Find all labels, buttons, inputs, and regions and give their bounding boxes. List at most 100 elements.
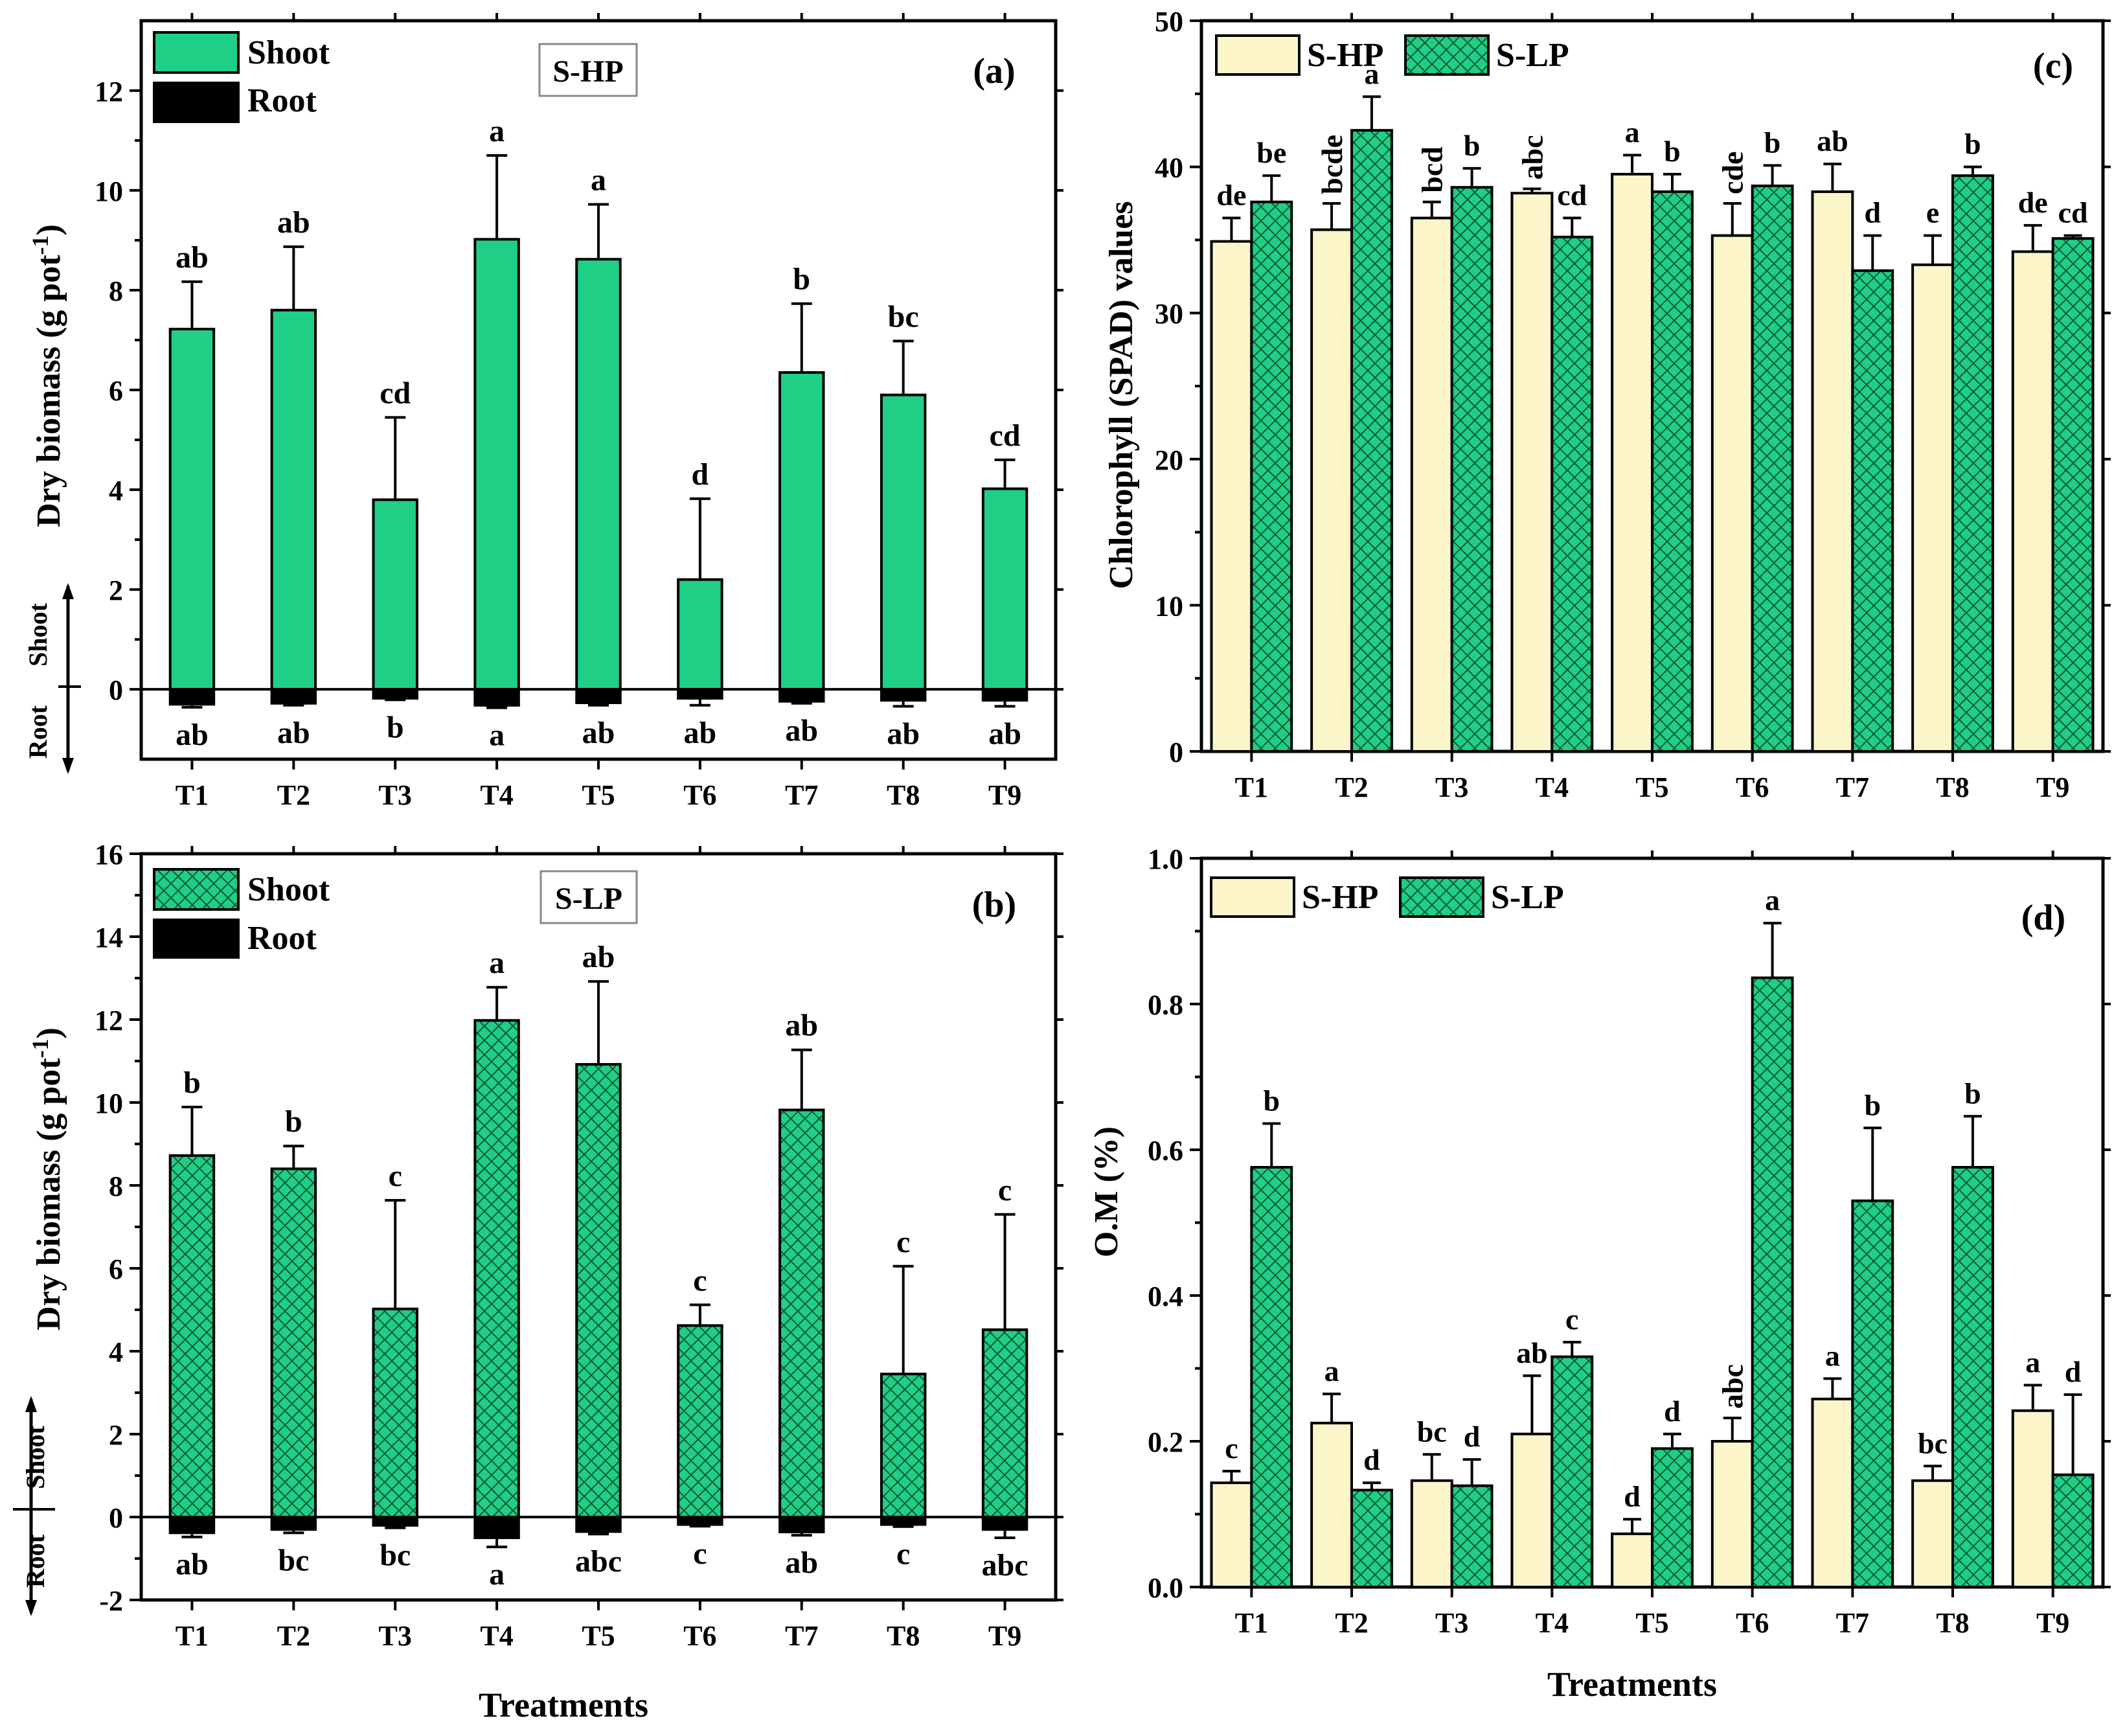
panel-b-y-tick-label: 2 <box>109 1419 123 1451</box>
panel-a-bar-root-t5 <box>575 688 622 704</box>
panel-c-y-tick-label: 0 <box>1169 737 1183 768</box>
panel-c-y-tick-label: 20 <box>1155 444 1183 476</box>
panel-a-significance-letter: ab <box>785 714 818 748</box>
panel-d-organic-matter: 0.00.20.40.60.81.0T1 T2 T3 T4 T5 T6 T7 T8 T9cabc… <box>1088 843 2111 1704</box>
panel-b-box-label: S-LP <box>555 882 622 916</box>
panel-d-legend-label-slp: S-LP <box>1491 879 1564 916</box>
panel-c-y-tick-label: 40 <box>1155 152 1183 184</box>
panel-c-bar-s-lp-t8 <box>1951 174 1994 753</box>
panel-d-y-axis-title: O.M (%) <box>1088 1126 1125 1257</box>
panel-b-significance-letter: c <box>389 1159 402 1193</box>
panel-c-bar-s-hp-t2 <box>1310 228 1353 753</box>
panel-b-direction-indicator: Shoot Root <box>13 1396 55 1616</box>
panel-a-y-tick-label: 12 <box>95 76 123 108</box>
panel-a-bar-shoot-t2 <box>270 308 317 691</box>
panel-a-significance-letter: ab <box>988 716 1021 751</box>
panel-a-bar-shoot-t4 <box>473 238 520 691</box>
panel-d-legend-swatch-slp <box>1399 876 1484 918</box>
panel-a-legend-label-root: Root <box>247 82 317 119</box>
panel-a-bar-shoot-t8 <box>880 393 927 691</box>
panel-a-bar-shoot-t3 <box>372 498 418 691</box>
panel-d-x-tick-label: T8 <box>1936 1607 1969 1639</box>
panel-d-significance-letter: d <box>1624 1479 1641 1513</box>
panel-b-down-arrow-icon <box>25 1600 37 1616</box>
panel-b-x-tick-label: T9 <box>988 1620 1021 1652</box>
panel-d-significance-letter: d <box>1664 1395 1681 1428</box>
panel-b-legend-label-root: Root <box>247 920 317 957</box>
panel-b-bar-root-t1 <box>168 1516 216 1535</box>
panel-d-significance-letter: bc <box>1918 1426 1948 1459</box>
panel-b-bar-shoot-t5 <box>575 1063 622 1518</box>
panel-c-y-tick-label: 10 <box>1155 590 1183 622</box>
panel-a-label: (a) <box>973 51 1015 91</box>
panel-a-x-tick-label: T7 <box>785 779 818 811</box>
panel-b-legend-label-shoot: Shoot <box>247 871 330 908</box>
panel-c-x-tick-label: T9 <box>2036 771 2069 803</box>
panel-d-y-tick-label: 1.0 <box>1148 843 1183 875</box>
panel-b-significance-letter: bc <box>278 1543 309 1577</box>
panel-b-y-axis-title-close: ) <box>30 1027 67 1038</box>
panel-c-y-axis-title: Chlorophyll (SPAD) values <box>1103 201 1140 589</box>
panel-d-bar-s-hp-t8 <box>1911 1479 1954 1588</box>
panel-b-significance-letter: abc <box>575 1544 622 1579</box>
panel-a-x-tick-label: T6 <box>683 779 716 811</box>
panel-a-x-tick-label: T4 <box>480 779 513 811</box>
panel-d-significance-letter: b <box>1964 1077 1981 1110</box>
panel-b-significance-letter: c <box>998 1173 1012 1207</box>
panel-b-significance-letter: c <box>896 1537 910 1571</box>
panel-c-significance-letter: cde <box>1716 152 1749 194</box>
panel-a-root-arrow-label: Root <box>23 705 52 759</box>
panel-c-significance-letter: e <box>1926 196 1939 229</box>
panel-c-x-tick-label: T6 <box>1736 771 1769 803</box>
panel-b-y-tick-label: 12 <box>95 1005 123 1036</box>
panel-d-x-axis-title: Treatments <box>1547 1665 1717 1704</box>
panel-a-x-tick-label: T8 <box>887 779 920 811</box>
panel-b-bar-root-t4 <box>473 1516 520 1539</box>
panel-b-bar-shoot-t3 <box>372 1307 418 1518</box>
panel-a-down-arrow-icon <box>62 758 74 774</box>
panel-b-bar-shoot-t4 <box>473 1019 520 1518</box>
panel-b-significance-letter: b <box>285 1104 302 1139</box>
panel-b-significance-letter: c <box>896 1225 910 1259</box>
panel-c-significance-letter: cd <box>1557 179 1587 212</box>
panel-a-significance-letter: a <box>591 163 606 197</box>
panel-a-up-arrow-icon <box>62 583 74 599</box>
panel-a-legend-label-shoot: Shoot <box>247 34 330 71</box>
panel-b-root-arrow-label: Root <box>21 1534 50 1588</box>
panel-a-bar-shoot-t9 <box>981 487 1028 691</box>
panel-d-bar-s-lp-t3 <box>1450 1484 1494 1588</box>
panel-b-x-axis-title: Treatments <box>479 1685 648 1724</box>
panel-a-significance-letter: ab <box>176 718 209 752</box>
panel-a-significance-letter: cd <box>380 376 411 410</box>
panel-d-significance-letter: bc <box>1417 1415 1447 1448</box>
panel-a-y-axis-title-sup: -1 <box>27 235 53 255</box>
panel-c-significance-letter: abc <box>1516 135 1549 179</box>
panel-b-label: (b) <box>972 885 1016 925</box>
panel-c-x-tick-label: T2 <box>1335 771 1368 803</box>
panel-c-bar-s-hp-t3 <box>1410 216 1453 753</box>
panel-b-x-tick-label: T8 <box>887 1620 920 1652</box>
panel-d-x-tick-label: T6 <box>1736 1607 1769 1639</box>
panel-d-x-tick-label: T2 <box>1335 1607 1368 1639</box>
panel-a-bar-shoot-t7 <box>778 371 825 691</box>
panel-d-bar-s-hp-t1 <box>1210 1481 1253 1588</box>
panel-c-legend-swatch-slp <box>1404 34 1490 76</box>
panel-d-label: (d) <box>2021 898 2065 938</box>
panel-b-significance-letter: a <box>489 946 505 980</box>
panel-c-bar-s-lp-t9 <box>2051 237 2095 753</box>
panel-d-bar-s-lp-t9 <box>2051 1473 2095 1588</box>
panel-b-x-tick-label: T3 <box>379 1620 412 1652</box>
panel-a-legend-swatch-shoot <box>153 31 240 74</box>
panel-b-y-axis-title-sup: -1 <box>27 1038 53 1058</box>
panel-a-legend-swatch-root <box>153 82 240 123</box>
panel-c-bar-s-hp-t4 <box>1510 192 1554 753</box>
panel-c-x-tick-label: T5 <box>1635 771 1668 803</box>
panel-d-significance-letter: d <box>1363 1443 1380 1476</box>
panel-c-y-tick-label: 50 <box>1155 6 1183 38</box>
panel-c-bar-s-lp-t3 <box>1450 186 1494 753</box>
panel-a-y-tick-label: 0 <box>109 674 123 706</box>
panel-d-significance-letter: d <box>2065 1355 2082 1388</box>
panel-d-significance-letter: a <box>1765 884 1780 917</box>
